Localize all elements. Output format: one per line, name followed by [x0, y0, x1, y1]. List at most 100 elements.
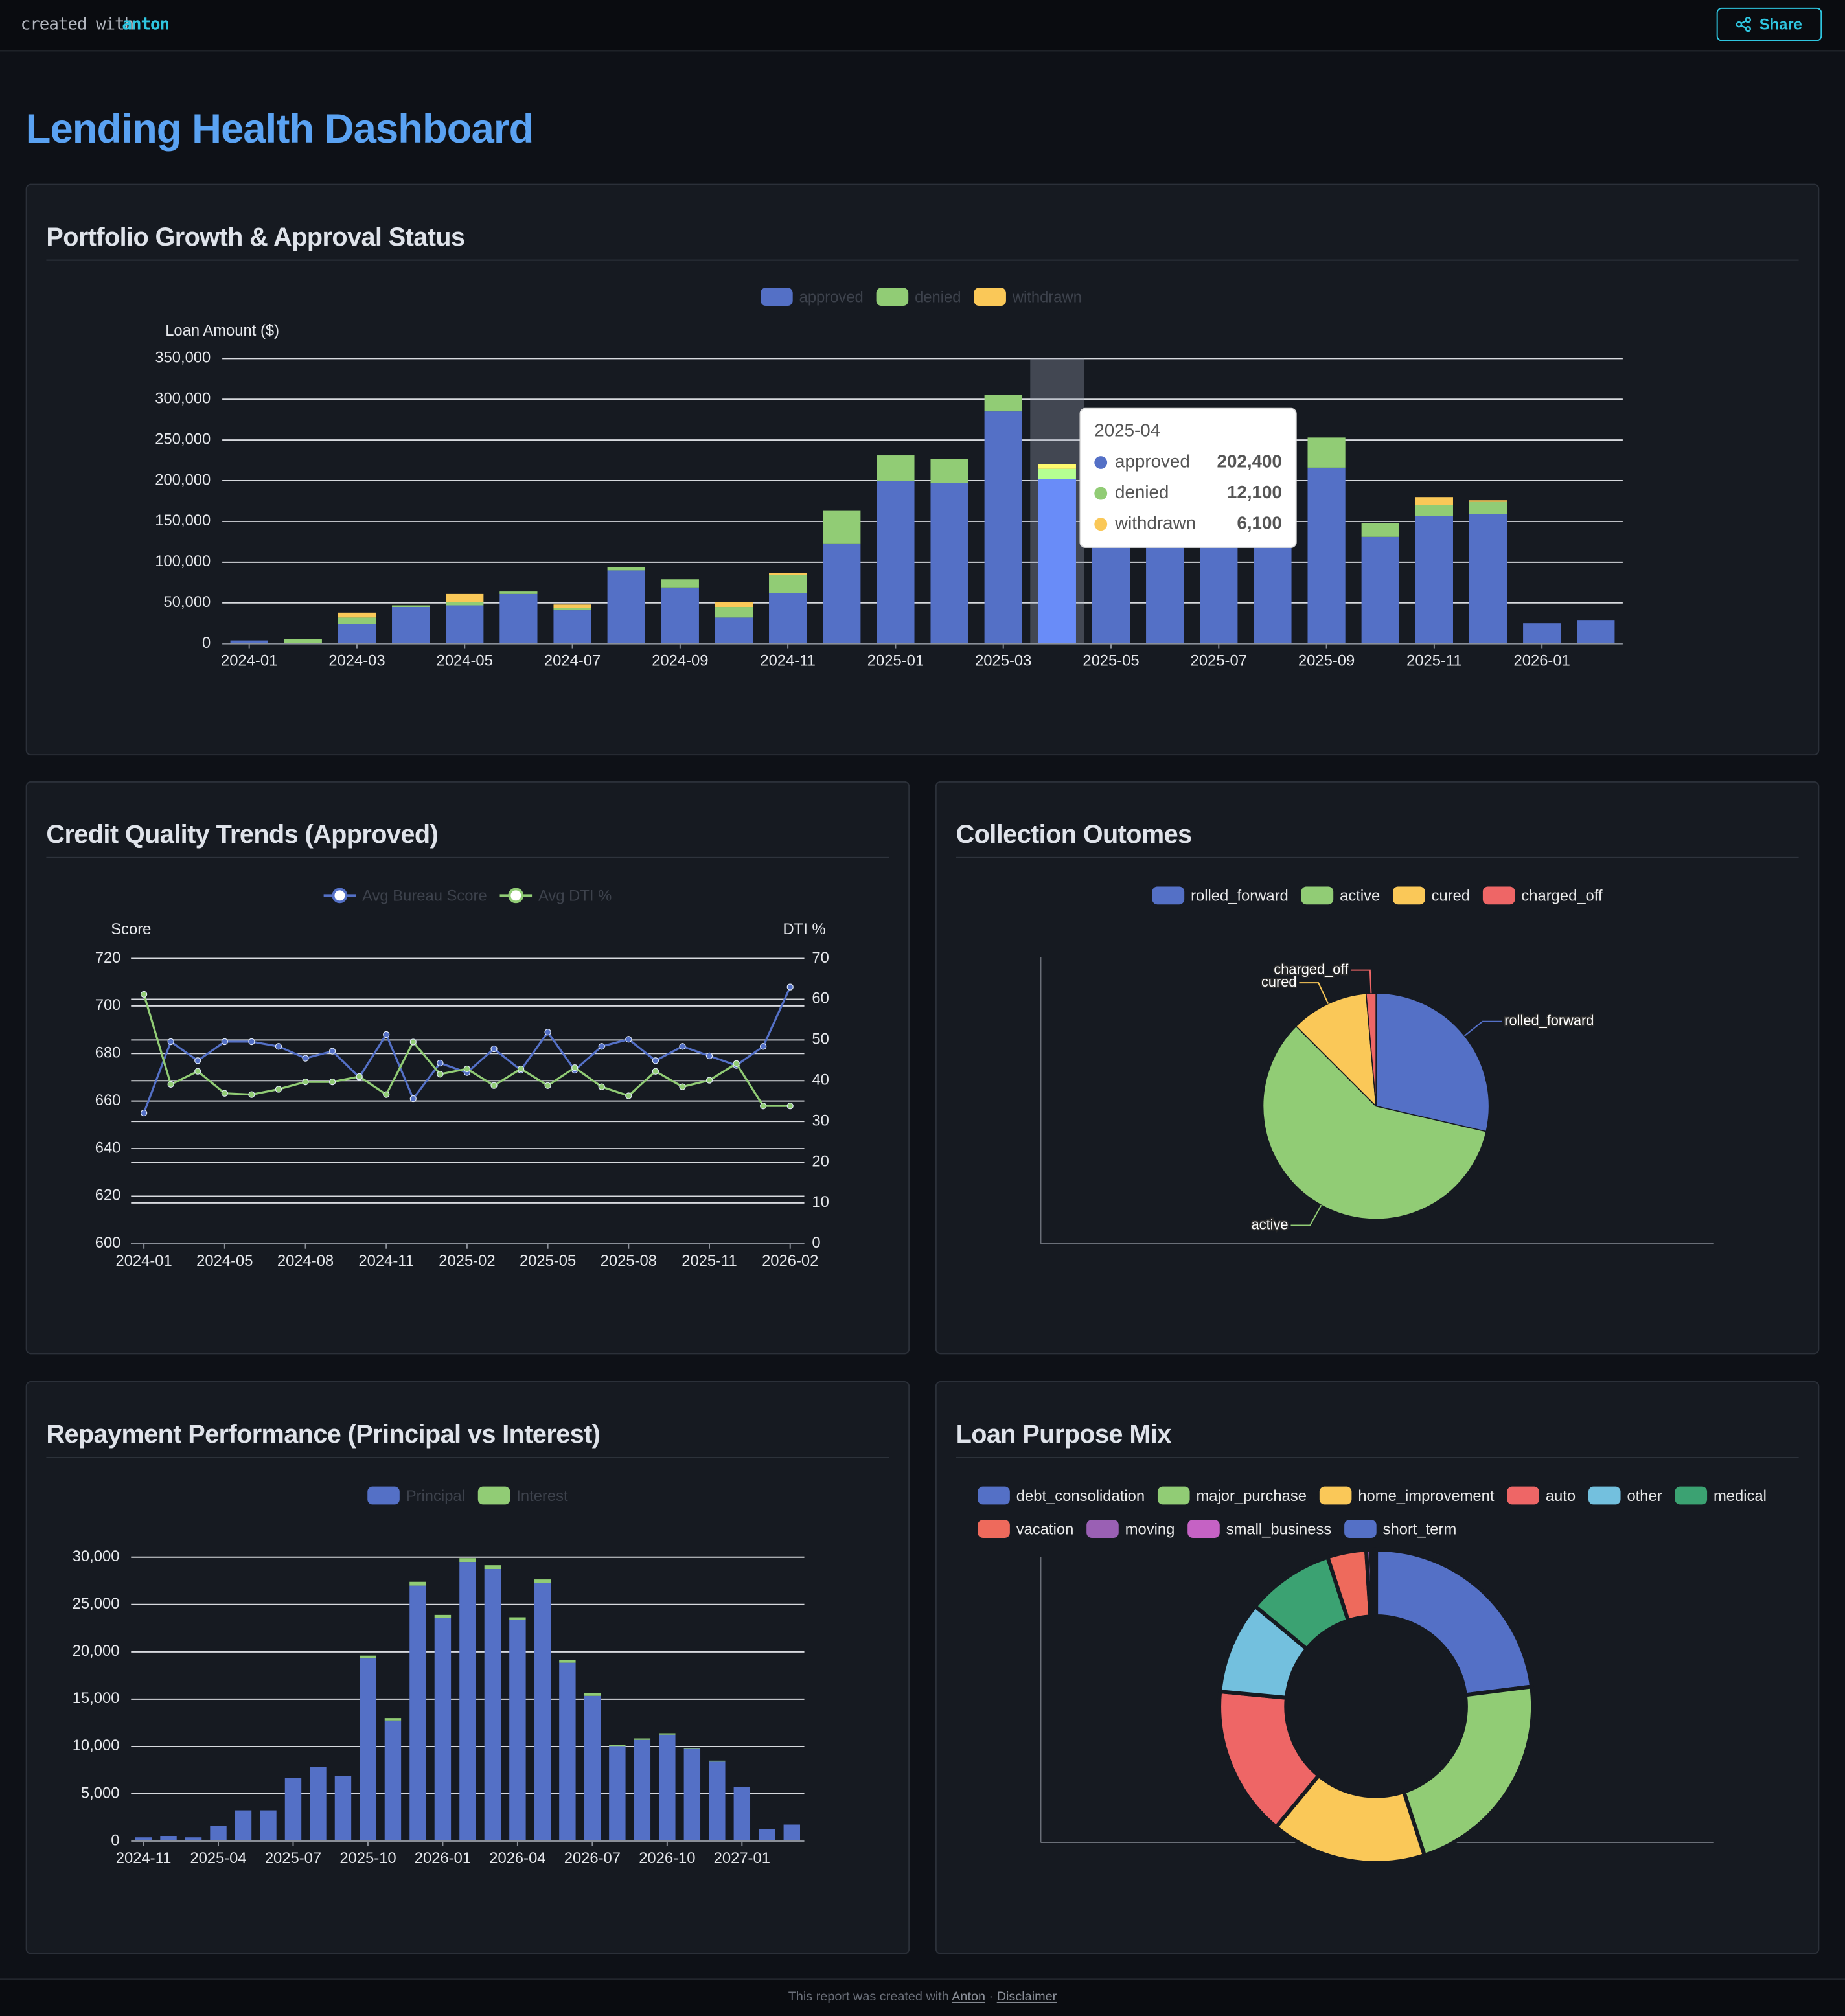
bar	[877, 481, 915, 644]
legend-swatch	[1152, 886, 1185, 905]
bar	[683, 1748, 701, 1842]
y2-tick-label: 10	[812, 1193, 829, 1211]
bar	[769, 573, 807, 575]
card: Portfolio Growth & Approval Status	[25, 183, 1820, 756]
point	[221, 1090, 228, 1097]
legend-swatch	[978, 1520, 1010, 1538]
legend-label: rolled_forward	[1191, 888, 1289, 905]
x-tick-label: 2025-02	[439, 1252, 495, 1270]
y2-tick-label: 0	[812, 1234, 820, 1252]
y-tick-label: 0	[111, 1831, 119, 1849]
tooltip-value: 202,400	[1217, 451, 1282, 471]
footer-link[interactable]: Anton	[952, 1990, 986, 2004]
bar	[1146, 529, 1184, 644]
footer-separator: ·	[989, 1990, 994, 2004]
bar	[409, 1581, 426, 1586]
bar	[446, 605, 484, 644]
bar	[634, 1738, 651, 1740]
footer-text: This report was created with	[788, 1990, 949, 2004]
legend-swatch	[1157, 1486, 1190, 1505]
point	[140, 1109, 148, 1117]
bar	[930, 483, 968, 644]
x-tick-label: 2024-11	[358, 1252, 414, 1270]
slice-label: rolled_forward	[1504, 1012, 1594, 1028]
bar	[559, 1662, 576, 1842]
tooltip-name: denied	[1115, 482, 1169, 502]
brand-link[interactable]: anton	[122, 15, 170, 35]
divider	[46, 1457, 889, 1459]
legend-swatch	[1086, 1520, 1119, 1538]
bar	[709, 1761, 726, 1842]
y-tick-label: 720	[95, 949, 121, 967]
bar	[210, 1826, 227, 1842]
bar	[584, 1693, 601, 1696]
tooltip-value: 6,100	[1237, 513, 1281, 533]
legend-label: Avg Bureau Score	[362, 888, 487, 905]
y2-tick-label: 60	[812, 990, 829, 1007]
x-tick-label: 2024-05	[437, 652, 493, 670]
y-tick-label: 350,000	[155, 349, 211, 367]
point	[625, 1092, 632, 1099]
legend-swatch	[1301, 886, 1334, 905]
legend-swatch	[761, 288, 793, 306]
legend-label: Interest	[516, 1487, 568, 1505]
bar	[659, 1734, 676, 1842]
point	[625, 1036, 632, 1043]
bar	[434, 1618, 452, 1842]
y-tick-label: 5,000	[81, 1784, 120, 1802]
card-title: Credit Quality Trends (Approved)	[46, 821, 439, 849]
bar	[509, 1617, 526, 1620]
point	[786, 1103, 794, 1110]
disclaimer-link[interactable]: Disclaimer	[996, 1990, 1057, 2004]
point	[248, 1091, 255, 1098]
x-tick-label: 2025-05	[520, 1252, 576, 1270]
bar	[553, 610, 591, 644]
x-tick-label: 2024-07	[544, 652, 601, 670]
x-tick-label: 2026-01	[415, 1850, 471, 1867]
legend-swatch	[477, 1486, 510, 1505]
point	[194, 1057, 201, 1064]
legend-swatch	[974, 288, 1006, 306]
bar	[1469, 501, 1507, 514]
bar	[409, 1585, 426, 1842]
y2-tick-label: 50	[812, 1031, 829, 1048]
slice-label: charged_off	[1274, 961, 1349, 977]
bar	[499, 591, 538, 594]
bar	[499, 593, 538, 644]
bar	[1038, 468, 1076, 479]
bar	[1577, 620, 1615, 644]
divider	[956, 1457, 1799, 1459]
y-tick-label: 680	[95, 1044, 121, 1062]
bar	[446, 593, 484, 602]
slice	[1375, 992, 1490, 1132]
legend-label: major_purchase	[1196, 1487, 1307, 1505]
point	[490, 1082, 498, 1089]
y-tick-label: 20,000	[73, 1642, 120, 1660]
point	[221, 1038, 228, 1046]
slice-label: active	[1252, 1216, 1289, 1232]
share-button[interactable]: Share	[1716, 7, 1822, 41]
bar	[559, 1660, 576, 1663]
bar	[446, 602, 484, 606]
legend-swatch	[978, 1486, 1010, 1505]
point	[571, 1064, 579, 1071]
point	[598, 1083, 605, 1090]
bar	[1361, 523, 1399, 537]
bar	[661, 587, 699, 644]
point	[652, 1068, 659, 1075]
point	[383, 1031, 390, 1038]
bar	[769, 575, 807, 593]
point	[544, 1082, 551, 1089]
bar	[1038, 479, 1076, 644]
x-tick-label: 2025-10	[339, 1850, 396, 1867]
bar	[715, 607, 753, 618]
bar	[338, 617, 376, 624]
divider	[46, 856, 889, 858]
legend-swatch	[1187, 1520, 1220, 1538]
slice	[1262, 1025, 1487, 1220]
legend-label: home_improvement	[1358, 1487, 1495, 1505]
bar	[715, 602, 753, 608]
point	[679, 1083, 686, 1090]
x-tick-label: 2024-01	[221, 652, 277, 670]
legend-swatch	[1675, 1486, 1708, 1505]
